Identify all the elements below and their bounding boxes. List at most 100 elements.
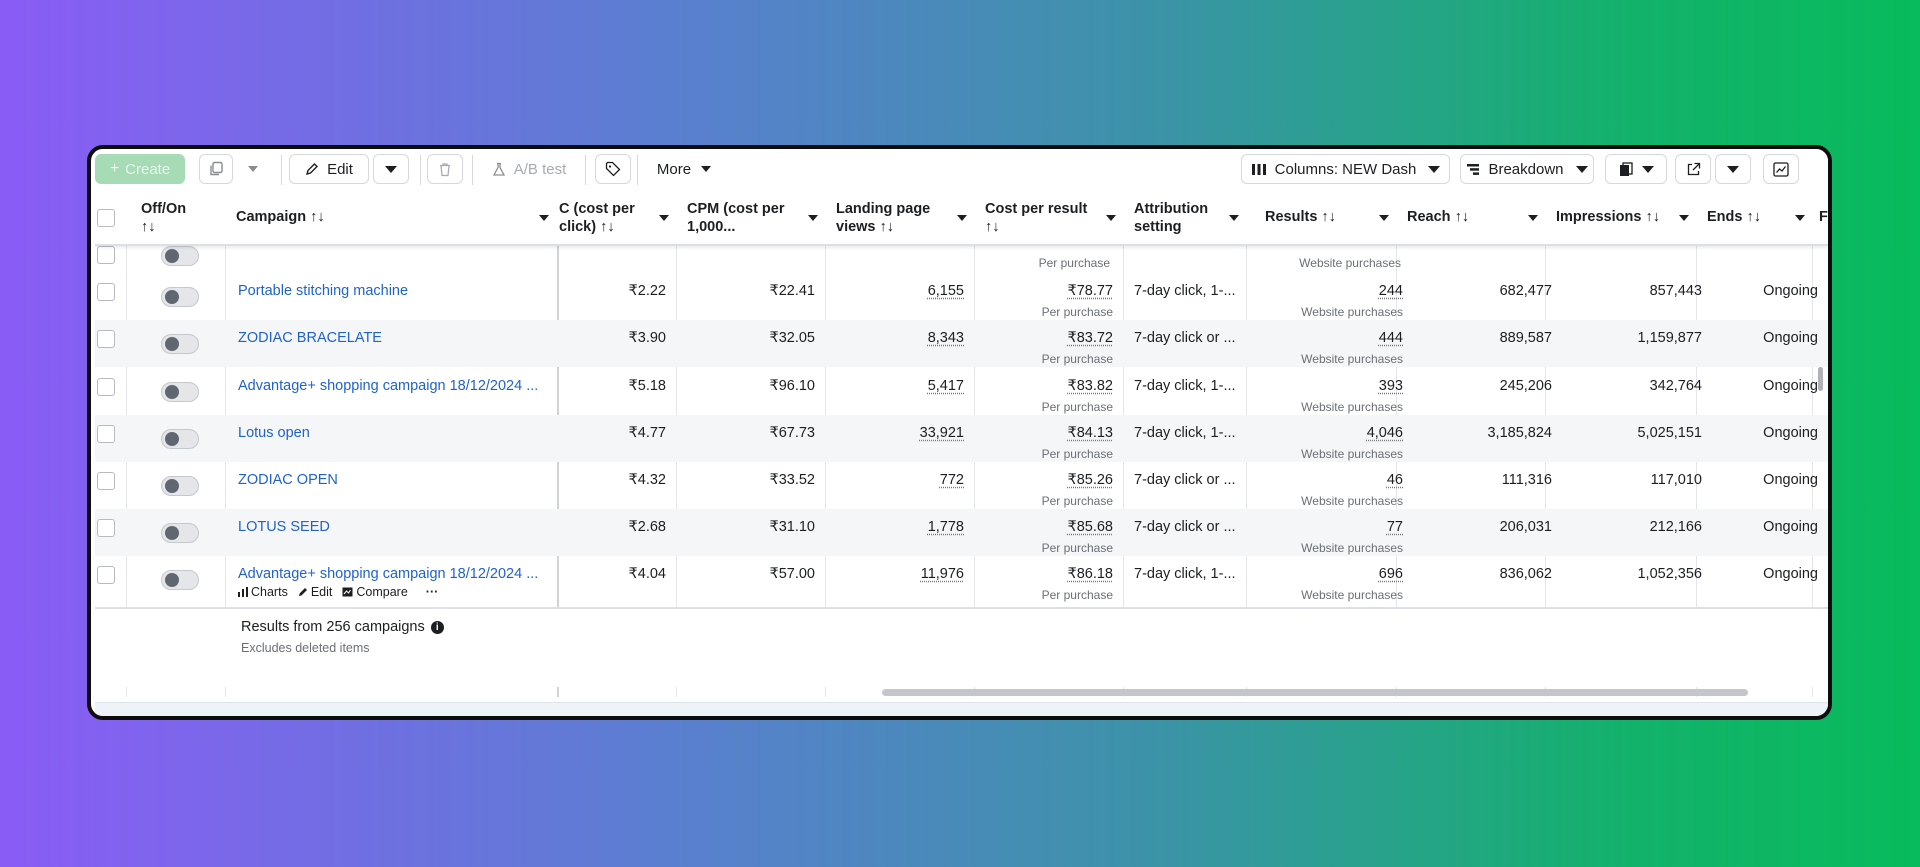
results-subtext: Website purchases <box>1301 541 1403 555</box>
footer-subtitle: Excludes deleted items <box>241 641 370 655</box>
header-offon-label: Off/On <box>141 201 187 217</box>
more-dropdown[interactable]: More <box>649 154 719 184</box>
results-value[interactable]: 4,046 <box>1366 425 1403 441</box>
tag-button[interactable] <box>595 154 631 184</box>
export-button[interactable] <box>1675 154 1711 184</box>
row-toggle[interactable] <box>161 523 199 543</box>
sort-icon: ↑↓ <box>1454 209 1470 225</box>
row-toggle[interactable] <box>161 382 199 402</box>
campaign-name-link[interactable]: Lotus open <box>238 425 310 441</box>
info-icon[interactable]: i <box>430 620 444 634</box>
cost-per-result-value[interactable]: ₹83.82 <box>1067 378 1113 394</box>
cpr-subtext: Per purchase <box>1041 400 1113 414</box>
row-checkbox[interactable] <box>97 472 115 490</box>
tag-icon <box>605 161 621 177</box>
row-checkbox[interactable] <box>97 519 115 537</box>
export-dropdown[interactable] <box>1715 154 1751 184</box>
horizontal-scrollbar[interactable] <box>882 689 1748 696</box>
cpc-value: ₹2.22 <box>628 283 666 299</box>
table-row[interactable]: Lotus open ₹4.77 ₹67.73 33,921 ₹84.13 Per pur… <box>95 415 1828 462</box>
edit-dropdown[interactable] <box>373 154 409 184</box>
breakdown-dropdown[interactable]: Breakdown <box>1460 154 1594 184</box>
compare-action[interactable]: Compare <box>342 585 408 599</box>
cost-per-result-value[interactable]: ₹84.13 <box>1067 425 1113 441</box>
results-value[interactable]: 244 <box>1378 283 1403 299</box>
chevron-down-icon <box>1795 215 1805 221</box>
vertical-scrollbar[interactable] <box>1818 367 1823 391</box>
table-row[interactable]: LOTUS SEED ₹2.68 ₹31.10 1,778 ₹85.68 Per purc… <box>95 509 1828 556</box>
header-cpm[interactable]: CPM (cost per 1,000... <box>677 192 826 244</box>
header-results[interactable]: Results ↑↓ <box>1247 192 1397 244</box>
charts-action[interactable]: Charts <box>238 585 288 599</box>
header-next[interactable]: F <box>1815 192 1828 244</box>
row-toggle[interactable] <box>161 287 199 307</box>
campaign-name-link[interactable]: Advantage+ shopping campaign 18/12/2024 … <box>238 566 539 582</box>
landing-page-views-value[interactable]: 772 <box>939 472 964 488</box>
impressions-value: 1,159,877 <box>1637 330 1702 346</box>
row-checkbox[interactable] <box>97 566 115 584</box>
results-value[interactable]: 444 <box>1378 330 1403 346</box>
table-row[interactable]: Portable stitching machine ₹2.22 ₹22.41 6,1… <box>95 273 1828 320</box>
landing-page-views-value[interactable]: 1,778 <box>927 519 964 535</box>
results-value[interactable]: 696 <box>1378 566 1403 582</box>
landing-page-views-value[interactable]: 5,417 <box>927 378 964 394</box>
cost-per-result-value[interactable]: ₹85.26 <box>1067 472 1113 488</box>
row-toggle[interactable] <box>161 476 199 496</box>
table-row-partial[interactable]: Per purchase Website purchases <box>95 226 1828 273</box>
row-checkbox[interactable] <box>97 425 115 443</box>
cost-per-result-value[interactable]: ₹83.72 <box>1067 330 1113 346</box>
header-attribution[interactable]: Attribution setting <box>1124 192 1247 244</box>
campaign-name-link[interactable]: Advantage+ shopping campaign 18/12/2024 … <box>238 378 539 394</box>
landing-page-views-value[interactable]: 8,343 <box>927 330 964 346</box>
results-value[interactable]: 77 <box>1386 519 1403 535</box>
cost-per-result-value[interactable]: ₹85.68 <box>1067 519 1113 535</box>
delete-button[interactable] <box>427 154 463 184</box>
row-toggle[interactable] <box>161 570 199 590</box>
ends-value: Ongoing <box>1763 519 1818 535</box>
results-subtext: Website purchases <box>1301 447 1403 461</box>
header-reach[interactable]: Reach ↑↓ <box>1397 192 1546 244</box>
table-row[interactable]: Advantage+ shopping campaign 18/12/2024 … <box>95 556 1828 603</box>
header-cost-per-result[interactable]: Cost per result ↑↓ <box>975 192 1124 244</box>
row-checkbox[interactable] <box>97 246 115 264</box>
ab-test-button[interactable]: A/B test <box>479 154 579 184</box>
table-row[interactable]: ZODIAC OPEN ₹4.32 ₹33.52 772 ₹85.26 Per purch… <box>95 462 1828 509</box>
header-cpc[interactable]: C (cost per click) ↑↓ <box>559 192 677 244</box>
campaign-name-link[interactable]: ZODIAC BRACELATE <box>238 330 382 346</box>
duplicate-button[interactable] <box>199 154 233 184</box>
attribution-value: 7-day click, 1-... <box>1134 378 1236 394</box>
duplicate-dropdown[interactable] <box>237 154 269 184</box>
reports-dropdown[interactable] <box>1605 154 1667 184</box>
table-row[interactable]: ZODIAC BRACELATE ₹3.90 ₹32.05 8,343 ₹83.72 Pe… <box>95 320 1828 367</box>
cost-per-result-value[interactable]: ₹86.18 <box>1067 566 1113 582</box>
trash-icon <box>438 162 452 177</box>
row-checkbox[interactable] <box>97 330 115 348</box>
header-offon[interactable]: Off/On ↑↓ <box>131 192 227 244</box>
campaign-name-link[interactable]: ZODIAC OPEN <box>238 472 338 488</box>
header-ends[interactable]: Ends ↑↓ <box>1697 192 1813 244</box>
header-impressions[interactable]: Impressions ↑↓ <box>1546 192 1697 244</box>
charts-button[interactable] <box>1763 154 1799 184</box>
table-row[interactable]: Advantage+ shopping campaign 18/12/2024 … <box>95 368 1828 415</box>
row-checkbox[interactable] <box>97 283 115 301</box>
cost-per-result-value[interactable]: ₹78.77 <box>1067 283 1113 299</box>
results-value[interactable]: 46 <box>1386 472 1403 488</box>
select-all-checkbox[interactable] <box>97 209 115 227</box>
row-checkbox[interactable] <box>97 378 115 396</box>
header-landing-page-views[interactable]: Landing page views ↑↓ <box>826 192 975 244</box>
landing-page-views-value[interactable]: 6,155 <box>927 283 964 299</box>
campaign-name-link[interactable]: LOTUS SEED <box>238 519 330 535</box>
row-toggle[interactable] <box>161 334 199 354</box>
more-actions-icon[interactable]: ··· <box>425 585 439 599</box>
landing-page-views-value[interactable]: 11,976 <box>920 566 964 582</box>
header-campaign[interactable]: Campaign ↑↓ <box>226 192 557 244</box>
edit-button[interactable]: Edit <box>289 154 369 184</box>
row-toggle[interactable] <box>161 246 199 266</box>
row-toggle[interactable] <box>161 429 199 449</box>
columns-dropdown[interactable]: Columns: NEW Dash <box>1241 154 1450 184</box>
create-button[interactable]: + Create <box>95 154 185 184</box>
edit-action[interactable]: Edit <box>298 585 332 599</box>
results-value[interactable]: 393 <box>1378 378 1403 394</box>
landing-page-views-value[interactable]: 33,921 <box>919 425 964 441</box>
campaign-name-link[interactable]: Portable stitching machine <box>238 283 409 299</box>
